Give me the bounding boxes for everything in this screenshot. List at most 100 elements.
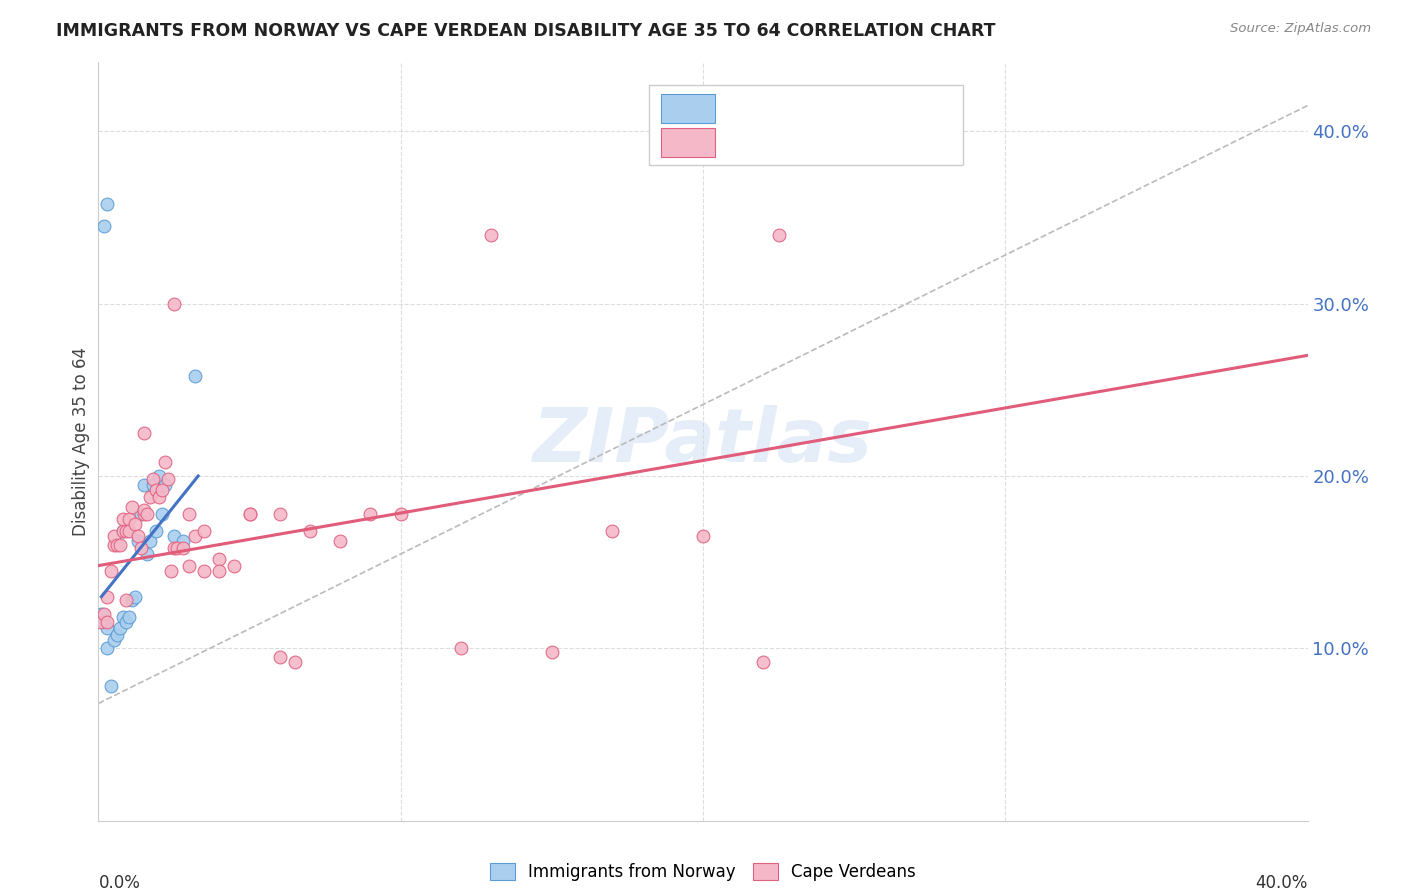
Point — [139, 534, 162, 549]
Point — [142, 473, 165, 487]
Text: N = 27: N = 27 — [860, 98, 928, 116]
Text: IMMIGRANTS FROM NORWAY VS CAPE VERDEAN DISABILITY AGE 35 TO 64 CORRELATION CHART: IMMIGRANTS FROM NORWAY VS CAPE VERDEAN D… — [56, 22, 995, 40]
Point — [160, 564, 183, 578]
Point — [450, 641, 472, 656]
Point — [118, 512, 141, 526]
Point — [142, 477, 165, 491]
Point — [172, 534, 194, 549]
Point — [208, 551, 231, 566]
Point — [118, 610, 141, 624]
Point — [93, 615, 115, 630]
Point — [90, 607, 112, 621]
Legend: Immigrants from Norway, Cape Verdeans: Immigrants from Norway, Cape Verdeans — [484, 856, 922, 888]
Point — [284, 655, 307, 669]
Point — [329, 534, 352, 549]
Point — [389, 507, 412, 521]
Point — [132, 507, 155, 521]
Point — [103, 632, 125, 647]
Point — [172, 541, 194, 556]
Point — [127, 529, 149, 543]
Point — [132, 425, 155, 440]
Point — [145, 483, 167, 497]
Point — [602, 524, 624, 538]
Point — [540, 645, 562, 659]
Point — [239, 507, 262, 521]
Point — [96, 590, 118, 604]
Point — [184, 529, 207, 543]
Point — [100, 679, 122, 693]
Point — [105, 627, 128, 641]
Bar — [661, 95, 716, 123]
Point — [96, 615, 118, 630]
Point — [132, 503, 155, 517]
Text: R = 0.279: R = 0.279 — [734, 98, 824, 116]
Point — [163, 296, 186, 310]
Point — [124, 590, 146, 604]
Point — [108, 538, 131, 552]
Point — [166, 541, 188, 556]
Y-axis label: Disability Age 35 to 64: Disability Age 35 to 64 — [72, 347, 90, 536]
Point — [148, 490, 170, 504]
Text: N = 57: N = 57 — [860, 132, 928, 151]
Point — [153, 477, 176, 491]
Point — [150, 507, 173, 521]
Point — [93, 219, 115, 234]
Point — [108, 621, 131, 635]
Point — [100, 564, 122, 578]
Point — [111, 524, 134, 538]
Point — [150, 483, 173, 497]
Point — [111, 512, 134, 526]
Point — [163, 529, 186, 543]
Point — [179, 507, 201, 521]
Point — [129, 541, 152, 556]
Point — [135, 547, 157, 561]
Bar — [648, 85, 963, 165]
Point — [103, 538, 125, 552]
Point — [239, 507, 262, 521]
Point — [768, 227, 790, 242]
Point — [752, 655, 775, 669]
Point — [153, 455, 176, 469]
Point — [118, 524, 141, 538]
Point — [360, 507, 382, 521]
Point — [96, 641, 118, 656]
Point — [481, 227, 503, 242]
Point — [135, 507, 157, 521]
Point — [208, 564, 231, 578]
Point — [148, 469, 170, 483]
Text: ZIPatlas: ZIPatlas — [533, 405, 873, 478]
Point — [96, 621, 118, 635]
Point — [184, 369, 207, 384]
Point — [105, 538, 128, 552]
Point — [224, 558, 246, 573]
Point — [111, 524, 134, 538]
Point — [124, 517, 146, 532]
Point — [127, 534, 149, 549]
Point — [121, 500, 143, 514]
Point — [269, 507, 291, 521]
Point — [96, 196, 118, 211]
Point — [299, 524, 322, 538]
Point — [193, 524, 215, 538]
Point — [121, 593, 143, 607]
Point — [193, 564, 215, 578]
Point — [114, 593, 136, 607]
Text: 40.0%: 40.0% — [1256, 874, 1308, 892]
Point — [114, 524, 136, 538]
Text: Source: ZipAtlas.com: Source: ZipAtlas.com — [1230, 22, 1371, 36]
Text: 0.0%: 0.0% — [98, 874, 141, 892]
Point — [145, 524, 167, 538]
Point — [90, 615, 112, 630]
Text: R = 0.338: R = 0.338 — [734, 132, 824, 151]
Point — [163, 541, 186, 556]
Point — [114, 615, 136, 630]
Point — [156, 473, 179, 487]
Point — [179, 558, 201, 573]
Point — [692, 529, 714, 543]
Point — [93, 607, 115, 621]
Point — [269, 649, 291, 664]
Point — [129, 507, 152, 521]
Point — [139, 490, 162, 504]
Bar — [661, 128, 716, 157]
Point — [111, 610, 134, 624]
